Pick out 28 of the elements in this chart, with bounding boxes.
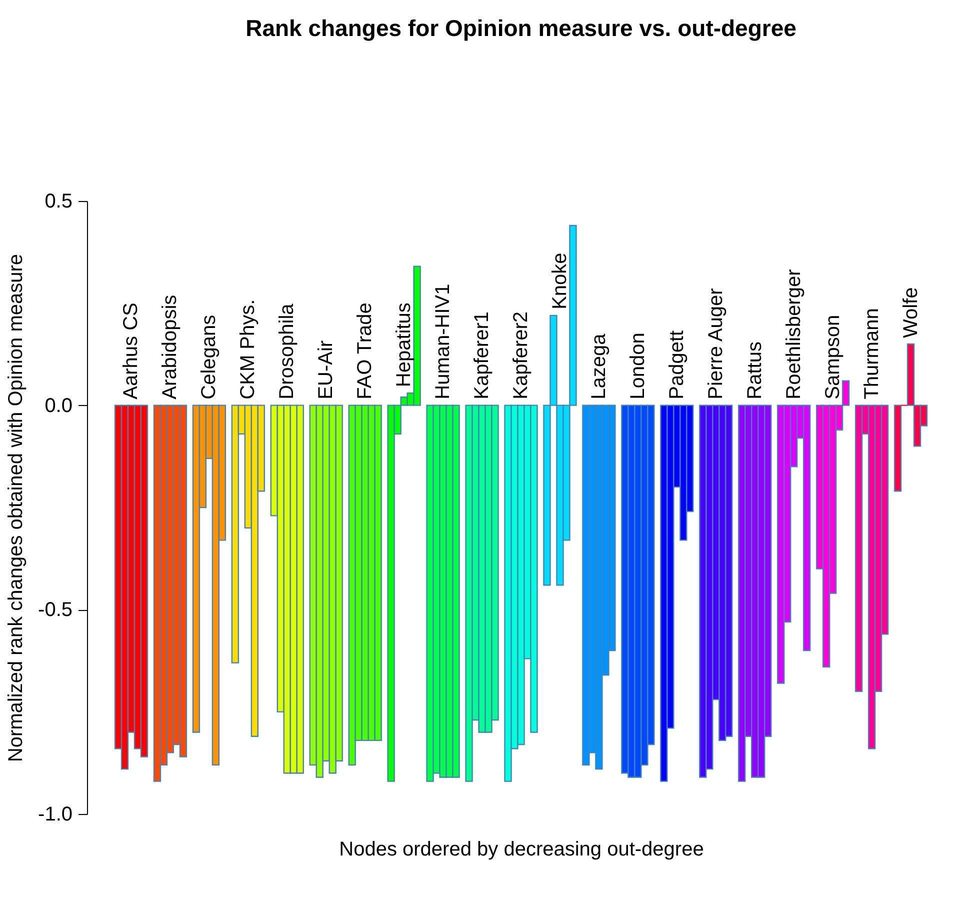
x-tick-label: Arabidopsis [159,294,182,400]
x-tick-label: Hepatitus [393,302,416,388]
x-tick-label: Sampson [822,314,844,400]
y-tick-label: -0.5 [38,599,72,622]
x-tick-label: Celegans [198,314,220,400]
x-tick-label: Human-HIV1 [432,284,454,400]
y-tick-label: 0.5 [44,190,72,212]
x-axis-title: Nodes ordered by decreasing out-degree [339,838,704,860]
x-tick-label: CKM Phys. [237,299,260,400]
x-tick-label: Rattus [744,342,766,400]
x-tick-label: EU-Air [315,340,338,400]
chart-title: Rank changes for Opinion measure vs. out-degree [246,15,796,41]
x-tick-label: Roethlisberger [782,268,805,400]
x-tick-label: Knoke [548,252,571,310]
x-tick-label: Lazega [588,332,610,400]
x-tick-label: Padgett [666,330,688,400]
x-tick-label: FAO Trade [354,302,376,400]
x-tick-label: Thurmann [860,308,883,400]
x-tick-label: Drosophila [276,302,298,400]
x-tick-label: Wolfe [900,287,922,338]
x-tick-label: Kapferer2 [510,311,532,400]
y-axis-title: Normalized rank changes obtained with Opinion measure [5,254,28,762]
y-tick-label: 0.0 [44,394,72,417]
x-tick-label: Aarhus CS [120,302,142,400]
x-tick-label: Pierre Auger [704,288,727,400]
y-tick-label: -1.0 [38,804,72,826]
x-tick-label: London [626,332,649,400]
x-tick-label: Kapferer1 [471,311,494,400]
